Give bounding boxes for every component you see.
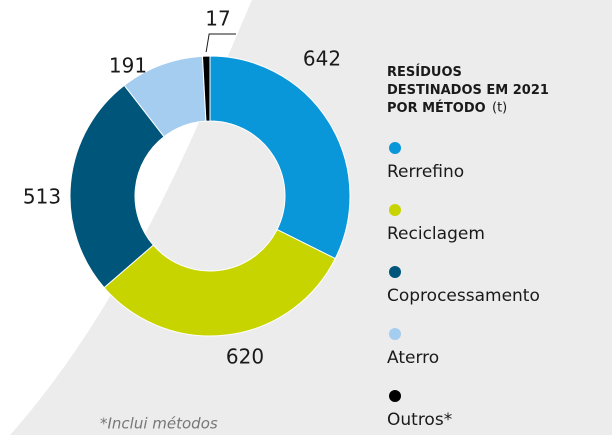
donut-slice <box>201 55 211 122</box>
title-line: DESTINADOS EM 2021 <box>387 83 549 98</box>
legend-marker <box>389 390 401 402</box>
title-line: RESÍDUOS <box>387 64 462 80</box>
legend-label: Aterro <box>387 348 439 368</box>
legend-marker <box>389 266 401 278</box>
donut-slice <box>209 55 351 260</box>
leader-line <box>205 33 236 53</box>
donut-slice <box>69 84 165 289</box>
legend-title: RESÍDUOS DESTINADOS EM 2021 POR MÉTODO <box>387 64 549 116</box>
legend-label: Outros* <box>387 410 452 430</box>
unit: (t) <box>492 101 507 116</box>
value-label: 17 <box>205 7 230 31</box>
legend-label: Rerrefino <box>387 162 464 182</box>
value-label: 191 <box>109 54 147 78</box>
legend-label: Coprocessamento <box>387 286 540 306</box>
value-label: 513 <box>23 185 61 209</box>
legend-marker <box>389 142 401 154</box>
legend-label: Reciclagem <box>387 224 485 244</box>
value-label: 620 <box>226 345 264 369</box>
title-line: POR MÉTODO <box>387 100 486 116</box>
legend-marker <box>389 204 401 216</box>
donut-slice <box>103 228 336 337</box>
value-label: 642 <box>303 47 341 71</box>
footnote: *Inclui métodos <box>100 415 218 433</box>
legend-marker <box>389 328 401 340</box>
